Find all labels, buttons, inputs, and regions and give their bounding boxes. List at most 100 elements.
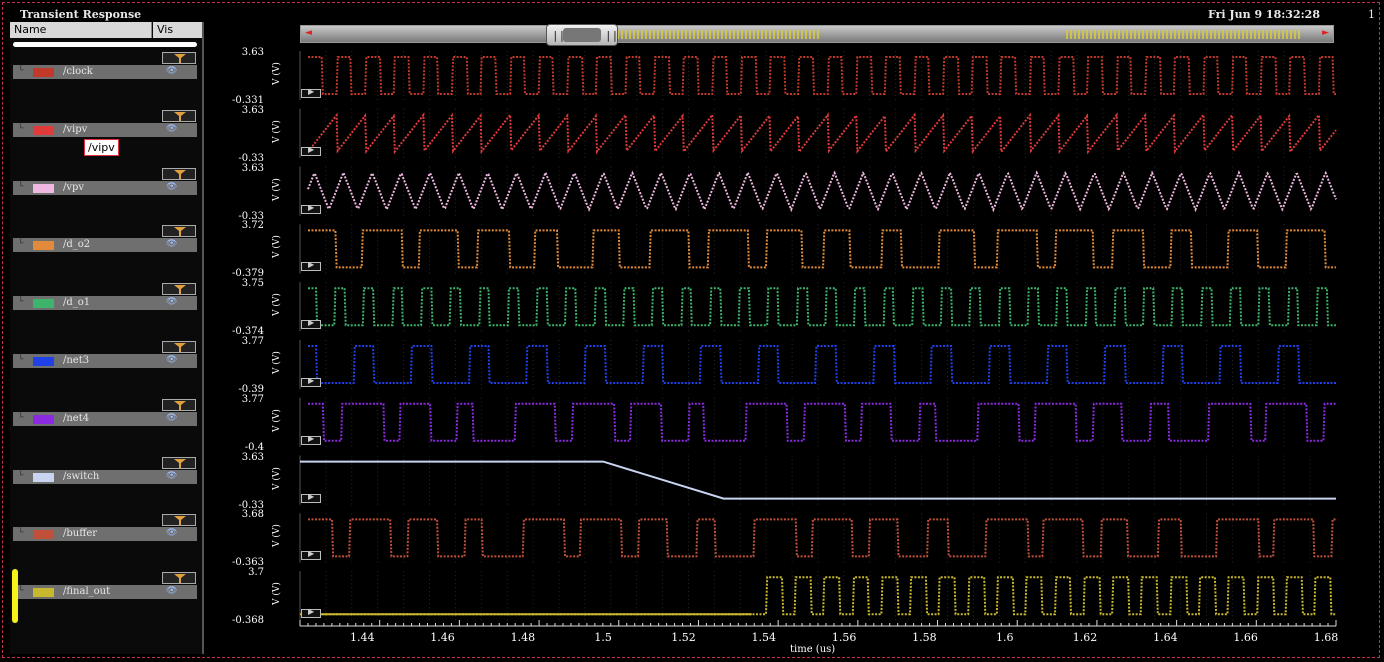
waveform-switch	[300, 460, 1336, 500]
visibility-icon[interactable]: 👁	[166, 528, 178, 539]
signal-row[interactable]: └ /vpv 👁	[13, 180, 197, 195]
color-swatch[interactable]	[33, 588, 54, 598]
color-swatch[interactable]	[33, 125, 54, 135]
y-unit-label: V (V)	[272, 235, 282, 259]
signal-name: /d_o2	[63, 239, 91, 251]
visibility-icon[interactable]: 👁	[166, 66, 178, 76]
color-swatch[interactable]	[33, 357, 54, 366]
scroll-right-icon[interactable]: ►	[1322, 28, 1329, 38]
signal-entry[interactable]: └ /vpv 👁	[10, 167, 206, 226]
visibility-icon[interactable]: 👁	[166, 239, 178, 250]
scroll-left-icon[interactable]: ◄	[305, 28, 312, 38]
y-unit-label: V (V)	[272, 408, 282, 432]
signal-entry[interactable]: └ /buffer 👁	[10, 514, 206, 572]
browser-scrollbar[interactable]	[13, 42, 197, 47]
signal-entry[interactable]: └ /d_o2 👁	[10, 225, 206, 283]
strip-play-button[interactable]: ▶	[301, 202, 321, 214]
filter-icon[interactable]	[162, 225, 196, 238]
x-tick-label: 1.62	[1072, 631, 1098, 644]
play-icon: ▶	[308, 376, 315, 385]
strip-play-button[interactable]: ▶	[301, 376, 321, 387]
y-max-label: 3.77	[241, 393, 264, 405]
filter-icon[interactable]	[162, 52, 196, 64]
color-swatch[interactable]	[33, 530, 54, 540]
color-swatch[interactable]	[33, 241, 54, 251]
signal-row[interactable]: └ /net3 👁	[13, 354, 197, 368]
visibility-icon[interactable]: 👁	[166, 412, 178, 423]
thumb-left-grip-icon[interactable]: ||	[552, 29, 566, 42]
y-unit-label: V (V)	[272, 582, 282, 606]
strip-play-button[interactable]: ▶	[301, 87, 321, 98]
filter-icon[interactable]	[162, 456, 196, 469]
y-min-label: -0.4	[244, 441, 264, 453]
visibility-icon[interactable]: 👁	[166, 586, 178, 597]
filter-icon[interactable]	[162, 398, 196, 411]
signal-browser: Name Vis └ /clock 👁 └ /vipv 👁 └ /vpv 👁 └ /d_o2 👁 └ /d…	[10, 22, 202, 654]
x-tick-label: 1.56	[831, 631, 857, 644]
signal-entry[interactable]: └ /switch 👁	[10, 456, 206, 515]
filter-icon[interactable]	[162, 109, 196, 122]
strip-play-button[interactable]: ▶	[301, 607, 321, 619]
filter-icon[interactable]	[162, 283, 196, 296]
color-swatch[interactable]	[33, 414, 54, 424]
filter-icon[interactable]	[162, 514, 196, 527]
y-min-label: -0.374	[231, 326, 264, 338]
strip-play-button[interactable]: ▶	[301, 434, 321, 445]
signal-row[interactable]: └ /vipv 👁	[13, 122, 197, 137]
signal-row[interactable]: └ /net4 👁	[13, 411, 197, 426]
signal-row[interactable]: └ /d_o1 👁	[13, 296, 197, 311]
signal-entry[interactable]: └ /d_o1 👁	[10, 283, 206, 341]
tree-branch-icon: └	[18, 239, 24, 250]
strip-play-button[interactable]: ▶	[301, 260, 321, 272]
signal-row[interactable]: └ /switch 👁	[13, 469, 197, 484]
filter-icon[interactable]	[162, 167, 196, 180]
signal-row[interactable]: └ /d_o2 👁	[13, 238, 197, 253]
visibility-icon[interactable]: 👁	[166, 181, 178, 192]
filter-icon[interactable]	[162, 572, 196, 585]
signal-entry[interactable]: └ /clock 👁	[10, 52, 206, 110]
color-swatch[interactable]	[33, 472, 54, 482]
x-tick-label: 1.46	[430, 631, 455, 644]
visibility-icon[interactable]: 👁	[166, 297, 178, 308]
tree-branch-icon: └	[18, 297, 24, 308]
column-header-name[interactable]: Name	[10, 22, 152, 38]
signal-name: /net3	[63, 355, 90, 366]
signal-name: /net4	[63, 412, 90, 424]
play-icon: ▶	[308, 260, 315, 270]
thumb-right-grip-icon[interactable]: ||	[605, 29, 619, 42]
visibility-icon[interactable]: 👁	[166, 355, 178, 365]
selection-marker[interactable]	[12, 569, 18, 623]
filter-icon[interactable]	[162, 341, 196, 353]
signal-row[interactable]: └ /final_out 👁	[13, 585, 197, 600]
signal-entry[interactable]: └ /net4 👁	[10, 398, 206, 457]
color-swatch[interactable]	[33, 183, 54, 193]
x-tick-label: 1.64	[1153, 631, 1178, 644]
column-header-vis[interactable]: Vis	[153, 22, 202, 38]
waveform-vpv	[307, 169, 1337, 213]
strip-play-button[interactable]: ▶	[301, 318, 321, 330]
pane-divider[interactable]	[202, 22, 204, 654]
x-axis-label: time (us)	[790, 644, 836, 655]
signal-entry[interactable]: └ /vipv 👁	[10, 109, 206, 168]
signal-row[interactable]: └ /clock 👁	[13, 65, 197, 79]
strip-play-button[interactable]: ▶	[301, 492, 321, 503]
scroll-thumb[interactable]: || ||	[546, 24, 618, 46]
visibility-icon[interactable]: 👁	[166, 470, 178, 481]
color-swatch[interactable]	[33, 68, 54, 77]
strip-play-button[interactable]: ▶	[301, 145, 321, 156]
tree-branch-icon: └	[18, 355, 24, 365]
window-title: Transient Response	[20, 8, 142, 21]
tree-branch-icon: └	[18, 181, 24, 192]
signal-entry[interactable]: └ /final_out 👁	[10, 572, 206, 630]
signal-row[interactable]: └ /buffer 👁	[13, 527, 197, 542]
signal-entry[interactable]: └ /net3 👁	[10, 341, 206, 399]
strip-play-button[interactable]: ▶	[301, 549, 321, 561]
time-scrollbar[interactable]: ◄ ►	[300, 25, 1334, 43]
x-tick-label: 1.44	[349, 631, 375, 644]
color-swatch[interactable]	[33, 299, 54, 309]
y-min-label: -0.363	[231, 557, 264, 569]
y-min-label: -0.33	[238, 210, 264, 222]
visibility-icon[interactable]: 👁	[166, 123, 178, 134]
x-tick-label: 1.5	[594, 631, 612, 644]
play-icon: ▶	[308, 202, 315, 212]
